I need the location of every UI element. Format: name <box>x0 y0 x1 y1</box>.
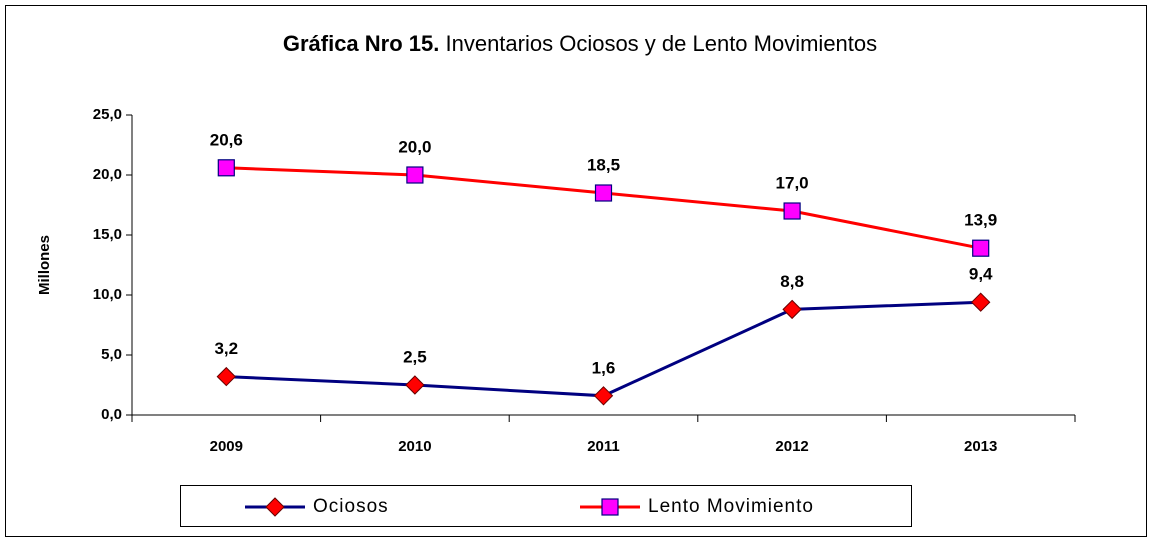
legend-marker <box>601 498 619 516</box>
legend-label: Lento Movimiento <box>648 496 814 517</box>
y-tick-label: 0,0 <box>101 406 122 423</box>
y-tick-label: 20,0 <box>93 166 122 183</box>
data-label: 8,8 <box>780 272 804 291</box>
x-tick-label: 2009 <box>210 438 243 455</box>
data-point <box>783 202 801 220</box>
data-point <box>594 184 613 202</box>
data-label: 3,2 <box>214 339 238 358</box>
data-label: 2,5 <box>403 347 427 366</box>
data-label: 18,5 <box>587 155 620 174</box>
data-label: 20,6 <box>210 130 243 149</box>
data-point <box>970 292 991 312</box>
data-point <box>593 386 614 406</box>
data-label: 1,6 <box>592 358 616 377</box>
data-point <box>405 375 425 395</box>
x-tick-label: 2011 <box>587 438 620 455</box>
y-tick-label: 15,0 <box>93 226 122 243</box>
legend-marker <box>265 497 285 517</box>
x-tick-label: 2012 <box>775 438 808 455</box>
y-tick-label: 25,0 <box>93 106 122 123</box>
data-label: 13,9 <box>964 211 997 230</box>
x-tick-label: 2010 <box>398 438 431 455</box>
legend-label: Ociosos <box>313 496 389 517</box>
data-label: 20,0 <box>398 137 431 156</box>
title-rest: Inventarios Ociosos y de Lento Movimient… <box>445 31 877 56</box>
data-point <box>972 239 990 257</box>
y-tick-label: 5,0 <box>101 346 122 363</box>
x-tick-label: 2013 <box>964 438 997 455</box>
data-point <box>782 299 802 320</box>
data-point <box>406 166 424 184</box>
data-label: 17,0 <box>776 173 809 192</box>
chart-border <box>5 5 1147 537</box>
y-axis-label: Millones <box>36 235 53 295</box>
data-point <box>216 366 237 387</box>
chart-title: Gráfica Nro 15. Inventarios Ociosos y de… <box>283 31 877 56</box>
title-bold: Gráfica Nro 15. <box>283 31 440 56</box>
y-tick-label: 10,0 <box>93 286 122 303</box>
data-label: 9,4 <box>969 265 993 284</box>
data-point <box>217 159 235 177</box>
